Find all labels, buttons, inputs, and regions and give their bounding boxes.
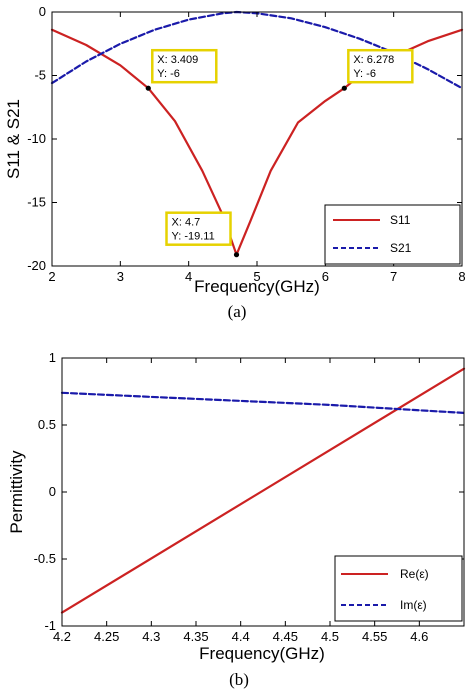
chart-b-series-im	[60, 391, 466, 414]
chart-b: 4.2 4.25 4.3 4.35 4.4 4.45 4.5 4.55 4.6 1 0.5 0 -0.5…	[7, 350, 466, 689]
chart-b-ticks: 4.2 4.25 4.3 4.35 4.4 4.45 4.5 4.55 4.6 1 0.5 0 -0.5…	[34, 350, 464, 644]
chart-a-legend-label-s21: S21	[390, 241, 412, 255]
chart-a-datatip-x: X: 6.278	[353, 54, 394, 66]
chart-a-datatip: X: 6.278 Y: -6	[341, 48, 414, 91]
chart-a-datatip-y: Y: -19.11	[172, 231, 215, 243]
chart-b-x-tick-label: 4.25	[94, 629, 119, 644]
chart-a-x-tick-label: 3	[117, 269, 124, 284]
chart-b-x-tick-label: 4.4	[232, 629, 250, 644]
chart-a-x-tick-label: 2	[48, 269, 55, 284]
chart-a-datatip: X: 4.7 Y: -19.11	[165, 211, 240, 258]
chart-a-y-tick-label: -5	[34, 68, 46, 83]
chart-a-datatip-marker	[233, 252, 240, 258]
chart-a-x-tick-label: 5	[253, 269, 260, 284]
chart-a-y-tick-label: -15	[27, 195, 46, 210]
chart-b-x-tick-label: 4.55	[362, 629, 387, 644]
chart-a-legend: S11 S21	[324, 204, 461, 265]
chart-a-datatip-box	[151, 48, 218, 84]
chart-a-y-axis-label: S11 & S21	[4, 99, 23, 179]
chart-b-legend: Re(ε) Im(ε)	[334, 555, 463, 622]
chart-b-legend-box	[334, 555, 463, 622]
chart-b-y-axis-label: Permittivity	[7, 450, 26, 534]
chart-a-datatip-box	[347, 48, 414, 84]
chart-b-curves	[60, 367, 466, 614]
chart-a-ticks: 2 3 4 5 6 7 8 0 -5 -10 -15 -20	[27, 4, 465, 284]
chart-a-y-tick-label: 0	[39, 4, 46, 19]
chart-a-x-axis-label: Frequency(GHz)	[194, 277, 320, 296]
chart-a-legend-label-s11: S11	[390, 213, 411, 227]
chart-b-y-tick-label: -1	[44, 618, 56, 633]
chart-b-legend-label-re: Re(ε)	[400, 567, 429, 581]
chart-b-y-tick-label: 0.5	[38, 417, 56, 432]
chart-a-caption: (a)	[228, 302, 247, 321]
chart-b-x-tick-label: 4.35	[183, 629, 208, 644]
chart-b-y-tick-label: 0	[49, 484, 56, 499]
chart-b-caption: (b)	[229, 670, 249, 689]
chart-b-legend-label-im: Im(ε)	[400, 598, 427, 612]
chart-b-x-tick-label: 4.6	[410, 629, 428, 644]
chart-b-y-tick-label: -0.5	[34, 551, 56, 566]
chart-a-datatip-marker	[341, 85, 347, 91]
chart-a-datatip-x: X: 4.7	[172, 217, 201, 229]
chart-a-x-tick-label: 4	[185, 269, 192, 284]
chart-b-y-tick-label: 1	[49, 350, 56, 365]
chart-b-x-tick-label: 4.3	[142, 629, 160, 644]
chart-a-datatip: X: 3.409 Y: -6	[145, 48, 218, 91]
chart-a-datatip-y: Y: -6	[353, 68, 376, 80]
chart-a-legend-box	[324, 204, 461, 265]
chart-b-x-tick-label: 4.45	[273, 629, 298, 644]
chart-a-datatip-x: X: 3.409	[157, 54, 198, 66]
chart-b-x-axis-label: Frequency(GHz)	[199, 644, 325, 663]
chart-a-y-tick-label: -20	[27, 258, 46, 273]
chart-a-datatip-box	[165, 211, 232, 246]
chart-a-x-tick-label: 6	[322, 269, 329, 284]
chart-a-datatips: X: 3.409 Y: -6 X: 6.278 Y: -6 X: 4.7 Y: -19.1…	[145, 48, 414, 258]
chart-a-x-tick-label: 8	[458, 269, 465, 284]
chart-b-x-tick-label: 4.2	[53, 629, 71, 644]
chart-a-datatip-y: Y: -6	[157, 68, 180, 80]
chart-a-datatip-marker	[145, 85, 151, 91]
chart-a-x-tick-label: 7	[390, 269, 397, 284]
chart-a-y-tick-label: -10	[27, 131, 46, 146]
chart-b-x-tick-label: 4.5	[321, 629, 339, 644]
